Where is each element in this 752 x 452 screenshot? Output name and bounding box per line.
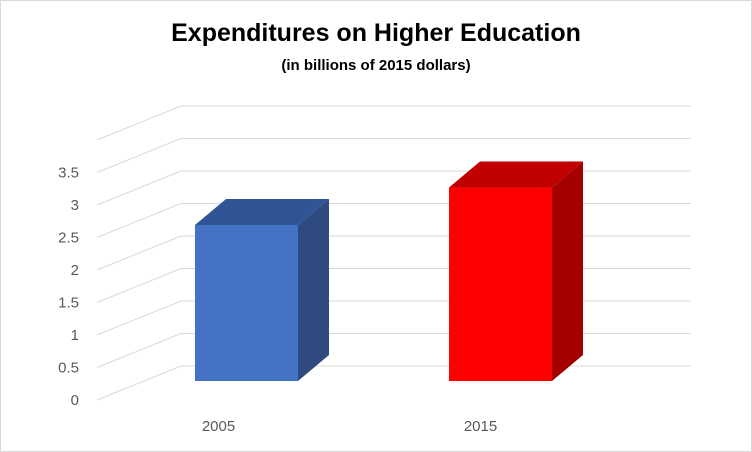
gridline-diagonal	[96, 235, 182, 271]
gridline-diagonal	[96, 268, 182, 303]
bar-front	[195, 225, 298, 381]
y-tick-label: 0	[71, 392, 79, 409]
bar-2015	[449, 161, 583, 381]
gridline-diagonal	[96, 105, 182, 141]
y-tick-label: 3	[71, 197, 79, 214]
gridlines	[96, 105, 691, 401]
y-axis-ticks: 0 0.5 1 1.5 2 2.5 3 3.5	[58, 165, 79, 410]
gridline-diagonal	[96, 170, 182, 206]
bar-side	[552, 161, 583, 381]
y-tick-label: 2.5	[58, 230, 79, 247]
gridline-diagonal	[96, 300, 182, 336]
gridline-diagonal	[96, 365, 182, 401]
chart-subtitle: (in billions of 2015 dollars)	[281, 57, 471, 74]
y-tick-label: 3.5	[58, 165, 79, 182]
x-axis-labels: 2005 2015	[202, 418, 497, 435]
chart-title: Expenditures on Higher Education	[171, 19, 581, 47]
bars	[195, 161, 583, 381]
y-tick-label: 2	[71, 262, 79, 279]
bar-top	[195, 199, 329, 225]
bar-side	[298, 199, 329, 381]
gridline-diagonal	[96, 203, 182, 238]
bar-top	[449, 161, 583, 188]
x-category-label: 2015	[464, 418, 497, 435]
y-tick-label: 0.5	[58, 360, 79, 377]
y-tick-label: 1.5	[58, 295, 79, 312]
bar-2005	[195, 199, 329, 381]
bar-front	[449, 187, 552, 381]
y-tick-label: 1	[71, 327, 79, 344]
x-category-label: 2005	[202, 418, 235, 435]
gridline-diagonal	[96, 333, 182, 368]
gridline-diagonal	[96, 138, 182, 173]
